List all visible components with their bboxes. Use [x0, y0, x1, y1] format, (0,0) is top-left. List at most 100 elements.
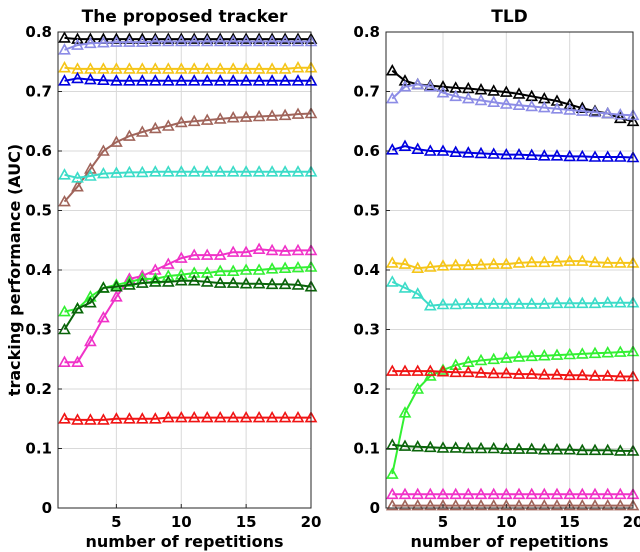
- data-point: [398, 406, 412, 418]
- data-point: [499, 442, 513, 454]
- data-point: [411, 382, 425, 394]
- data-point: [174, 34, 188, 47]
- data-point: [58, 412, 71, 424]
- x-tick-label: 5: [111, 513, 121, 531]
- data-point: [84, 72, 97, 85]
- data-point: [525, 255, 539, 268]
- data-point: [461, 441, 475, 454]
- data-point: [148, 62, 162, 74]
- data-point: [226, 74, 240, 86]
- data-point: [58, 43, 71, 55]
- data-point: [449, 297, 463, 310]
- data-point: [398, 439, 412, 451]
- data-point: [499, 498, 513, 511]
- data-point: [97, 310, 110, 323]
- series-8: [58, 274, 318, 335]
- data-point: [187, 114, 201, 127]
- data-point: [601, 487, 615, 500]
- data-point: [213, 62, 227, 74]
- data-point: [512, 147, 526, 160]
- data-point: [626, 498, 640, 511]
- data-point: [187, 34, 201, 47]
- data-point: [575, 487, 589, 500]
- series-7: [385, 438, 640, 456]
- data-point: [499, 97, 513, 109]
- data-point: [226, 34, 240, 47]
- data-point: [161, 275, 175, 287]
- data-point: [575, 296, 589, 309]
- data-point: [474, 297, 488, 309]
- data-point: [187, 165, 201, 177]
- data-point: [265, 62, 279, 74]
- data-point: [278, 244, 292, 256]
- data-point: [71, 180, 84, 192]
- data-point: [110, 74, 123, 86]
- data-point: [71, 32, 84, 44]
- data-point: [71, 302, 84, 314]
- data-point: [71, 413, 84, 425]
- series-2: [385, 139, 640, 163]
- data-point: [449, 89, 463, 102]
- data-point: [563, 498, 577, 511]
- data-point: [550, 498, 564, 511]
- data-point: [613, 108, 627, 120]
- data-point: [265, 34, 279, 47]
- data-point: [174, 115, 188, 128]
- data-point: [226, 276, 240, 288]
- data-point: [97, 281, 110, 293]
- data-point: [265, 32, 279, 44]
- data-point: [278, 261, 292, 274]
- data-point: [135, 269, 149, 281]
- data-point: [174, 268, 188, 280]
- data-point: [226, 62, 240, 74]
- data-point: [512, 442, 526, 454]
- y-tick-label: 0: [42, 499, 52, 517]
- data-point: [58, 31, 71, 43]
- data-point: [563, 296, 577, 309]
- data-point: [512, 256, 526, 268]
- data-point: [291, 107, 305, 119]
- data-point: [487, 352, 501, 365]
- data-point: [58, 304, 71, 317]
- data-point: [436, 80, 450, 92]
- data-point: [239, 74, 253, 86]
- data-point: [58, 355, 71, 368]
- data-point: [252, 34, 266, 47]
- data-point: [97, 36, 110, 48]
- data-point: [213, 34, 227, 47]
- data-point: [613, 444, 627, 456]
- data-point: [411, 77, 425, 90]
- data-point: [613, 296, 627, 308]
- series-4: [385, 275, 640, 311]
- data-point: [385, 487, 399, 500]
- data-point: [550, 296, 564, 309]
- data-point: [252, 242, 266, 254]
- data-point: [474, 353, 488, 366]
- data-point: [239, 410, 253, 423]
- data-point: [537, 255, 551, 268]
- y-tick-label: 0.5: [353, 202, 380, 220]
- data-point: [187, 74, 201, 86]
- data-point: [239, 34, 253, 47]
- data-point: [601, 256, 615, 268]
- data-point: [461, 297, 475, 309]
- data-point: [563, 103, 577, 115]
- data-point: [239, 245, 253, 257]
- data-point: [161, 32, 175, 44]
- shared-y-axis-label: tracking performance (AUC): [5, 144, 24, 396]
- data-point: [563, 443, 577, 455]
- series-8: [385, 487, 640, 500]
- data-point: [148, 412, 162, 424]
- data-point: [449, 258, 463, 271]
- data-point: [449, 441, 463, 453]
- data-point: [161, 34, 175, 47]
- data-point: [265, 165, 279, 177]
- data-point: [474, 146, 488, 159]
- y-tick-label: 0.6: [25, 142, 52, 160]
- data-point: [58, 61, 71, 73]
- data-point: [161, 165, 175, 177]
- data-point: [148, 32, 162, 44]
- data-point: [265, 109, 279, 121]
- data-point: [58, 194, 71, 207]
